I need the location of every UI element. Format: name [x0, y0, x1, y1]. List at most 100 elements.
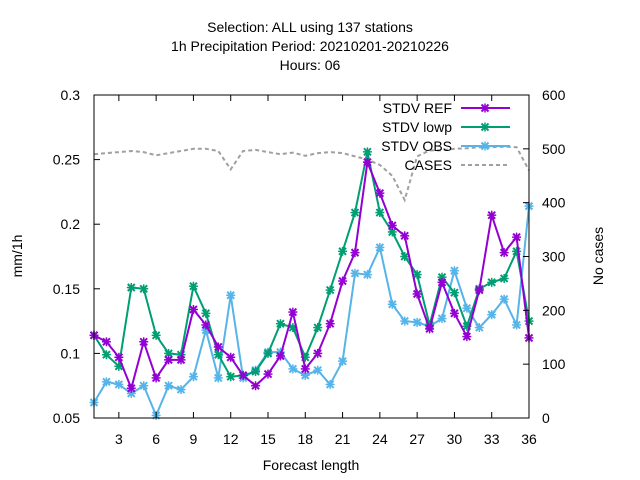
y2-tick-label: 400	[542, 195, 566, 211]
series-point	[139, 284, 149, 294]
series-point	[512, 320, 522, 330]
series-point	[362, 147, 372, 157]
series-point	[362, 270, 372, 280]
series-point	[139, 337, 149, 347]
y-tick-label: 0.25	[53, 152, 80, 168]
series-point	[164, 355, 174, 365]
series-point	[387, 299, 397, 309]
series-point	[400, 316, 410, 326]
series-point	[437, 314, 447, 324]
series-point	[425, 324, 435, 334]
series-point	[412, 317, 422, 327]
series-point	[325, 379, 335, 389]
axes: 3 6 9 12 15 18 21 24 27 30 33 360.050.10.150.20.250…	[53, 87, 566, 447]
series-point	[313, 365, 323, 375]
series-point	[275, 319, 285, 329]
series-point	[325, 319, 335, 329]
series-cases	[93, 145, 530, 203]
title-line-1: Selection: ALL using 137 stations	[207, 19, 413, 35]
series-point	[437, 277, 447, 287]
y-tick-label: 0.05	[53, 410, 80, 426]
series-point	[226, 372, 236, 382]
legend-label: STDV OBS	[381, 138, 452, 154]
series-point	[338, 246, 348, 256]
x-tick-label: 3	[115, 431, 123, 447]
x-tick-label: 18	[297, 431, 313, 447]
series-point	[499, 248, 509, 258]
series-point	[362, 157, 372, 167]
series-point	[512, 232, 522, 242]
legend-item: STDV REF	[383, 100, 510, 116]
series-stdv-lowp	[89, 147, 534, 382]
series-point	[226, 352, 236, 362]
series-point	[313, 323, 323, 333]
y2-tick-label: 300	[542, 249, 566, 265]
legend-item: STDV lowp	[382, 119, 510, 135]
series-point	[151, 330, 161, 340]
series-point	[325, 285, 335, 295]
x-tick-label: 33	[484, 431, 500, 447]
plot-frame	[93, 94, 530, 419]
series-point	[126, 283, 136, 293]
series-point	[114, 352, 124, 362]
series-point	[338, 356, 348, 366]
series-point	[400, 231, 410, 241]
title-line-2: 1h Precipitation Period: 20210201-202102…	[171, 38, 449, 54]
x-tick-label: 24	[372, 431, 388, 447]
series-point	[213, 373, 223, 383]
x-tick-label: 12	[223, 431, 239, 447]
series-point	[462, 303, 472, 313]
series-point	[101, 377, 111, 387]
y2-tick-label: 200	[542, 302, 566, 318]
x-axis-label: Forecast length	[263, 457, 360, 473]
series-point	[101, 337, 111, 347]
x-tick-label: 27	[409, 431, 425, 447]
series-point	[412, 289, 422, 299]
series-point	[350, 268, 360, 278]
series-point	[449, 288, 459, 298]
series-point	[480, 141, 490, 151]
y-tick-label: 0.15	[53, 281, 80, 297]
series-point	[226, 290, 236, 300]
series-layer	[89, 145, 534, 420]
legend-item: STDV OBS	[381, 138, 510, 154]
series-stdv-ref	[89, 157, 534, 393]
series-point	[238, 370, 248, 380]
series-point	[213, 342, 223, 352]
series-line	[93, 158, 530, 392]
series-point	[313, 348, 323, 358]
series-stdv-obs	[89, 201, 534, 420]
series-point	[350, 208, 360, 218]
y-axis-label: mm/1h	[9, 235, 25, 278]
series-point	[263, 369, 273, 379]
series-line	[93, 151, 530, 378]
series-point	[474, 323, 484, 333]
y2-tick-label: 100	[542, 356, 566, 372]
series-point	[412, 270, 422, 280]
legend-label: STDV lowp	[382, 119, 452, 135]
y2-tick-label: 600	[542, 87, 566, 103]
series-point	[350, 248, 360, 258]
series-point	[188, 304, 198, 314]
series-point	[188, 281, 198, 291]
chart-title: Selection: ALL using 137 stations 1h Pre…	[171, 19, 449, 73]
series-point	[400, 252, 410, 261]
legend: STDV REF STDV lowp STDV OBS CASES	[381, 100, 510, 173]
y2-axis-label: No cases	[590, 227, 606, 285]
x-tick-label: 6	[152, 431, 160, 447]
series-point	[300, 364, 310, 374]
series-line	[93, 205, 530, 418]
x-tick-label: 36	[521, 431, 537, 447]
series-point	[480, 103, 490, 113]
x-tick-label: 15	[260, 431, 276, 447]
series-line	[93, 145, 530, 203]
series-point	[499, 273, 509, 283]
series-point	[474, 285, 484, 295]
series-point	[139, 381, 149, 391]
series-point	[101, 350, 111, 360]
series-point	[176, 355, 186, 365]
series-point	[449, 308, 459, 318]
series-point	[338, 276, 348, 286]
series-point	[499, 294, 509, 304]
